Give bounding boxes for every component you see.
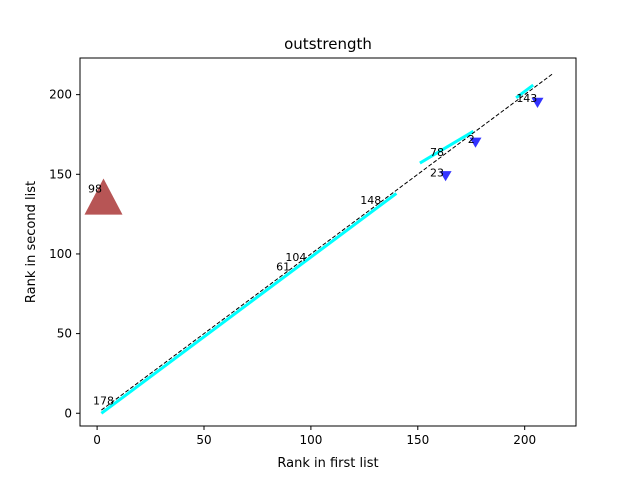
y-tick-label-1: 50	[57, 327, 72, 341]
x-tick-label-3: 150	[406, 433, 429, 447]
point-label-2: 104	[285, 251, 306, 264]
x-axis-label: Rank in first list	[277, 456, 378, 471]
down-marker-0	[531, 97, 544, 108]
point-label-0: 178	[93, 395, 114, 408]
up-marker-0	[84, 178, 123, 215]
point-label-7: 143	[516, 92, 537, 105]
point-label-6: 2	[468, 133, 475, 146]
x-tick-label-1: 50	[196, 433, 211, 447]
diagonal-reference-line	[101, 73, 553, 411]
y-axis-label: Rank in second list	[24, 181, 39, 303]
y-tick-label-4: 200	[49, 88, 72, 102]
axes-frame	[79, 57, 577, 427]
point-label-3: 148	[360, 194, 381, 207]
down-marker-1	[469, 137, 482, 148]
series-line-segment-0	[100, 192, 398, 415]
y-tick-label-0: 0	[64, 406, 72, 420]
x-tick-label-0: 0	[93, 433, 101, 447]
series-line-segment-1	[419, 130, 475, 165]
x-tick-label-2: 100	[299, 433, 322, 447]
point-label-8: 98	[88, 183, 102, 196]
point-label-5: 23	[430, 167, 444, 180]
axis-ticks: 0 50 100 150 200 0 50 100 150 200	[49, 88, 536, 447]
y-tick-label-3: 150	[49, 167, 72, 181]
series-line-segment-2	[515, 83, 535, 100]
point-label-4: 78	[430, 146, 444, 159]
y-tick-label-2: 100	[49, 247, 72, 261]
point-label-1: 61	[276, 261, 290, 274]
down-marker-2	[439, 171, 452, 182]
chart-title: outstrength	[284, 35, 372, 53]
x-tick-label-4: 200	[513, 433, 536, 447]
